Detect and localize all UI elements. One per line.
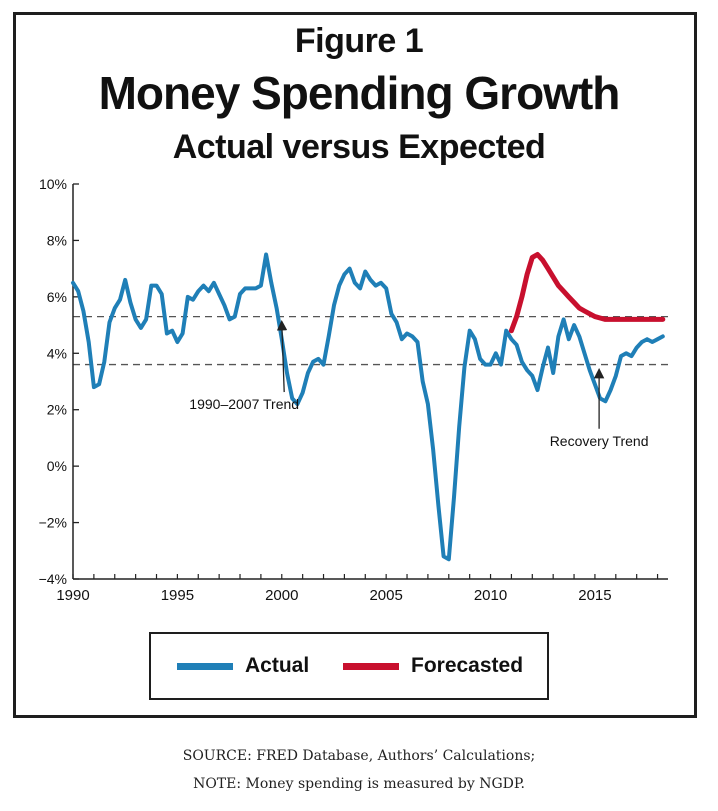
series-line-forecasted [508, 252, 666, 334]
chart-title: Money Spending Growth [98, 67, 621, 119]
chart-subtitle: Actual versus Expected [172, 128, 546, 166]
x-tick-label: 2000 [265, 587, 298, 604]
figure-label: Figure 1 [294, 22, 424, 60]
annotation-arrow-0 [276, 320, 288, 393]
y-tick-label: −4% [39, 571, 67, 587]
y-tick-label: 4% [47, 345, 67, 361]
x-tick-label: 1990 [56, 587, 89, 604]
y-tick-label: 2% [47, 402, 67, 418]
legend-label-actual: Actual [245, 654, 310, 677]
legend-swatch-forecast [343, 662, 399, 670]
annotation-label-1: Recovery Trend [550, 433, 649, 449]
x-tick-label: 1995 [161, 587, 194, 604]
series-line-actual [71, 252, 665, 562]
y-tick-label: 6% [47, 289, 67, 305]
measure-note: NOTE: Money spending is measured by NGDP… [193, 776, 525, 792]
chart-legend: Actual Forecasted [149, 632, 549, 700]
chart-plot: −4% −2% 0% 2% 4% 6% 8% 10% 1990 1995 2000 2005 2010 2… [39, 176, 668, 604]
source-note: SOURCE: FRED Database, Authors’ Calculat… [182, 748, 536, 764]
y-tick-label: 10% [39, 176, 67, 192]
y-tick-label: 0% [47, 458, 67, 474]
x-tick-label: 2010 [474, 587, 507, 604]
x-tick-label: 2015 [578, 587, 611, 604]
y-tick-label: −2% [39, 515, 67, 531]
legend-item-forecast: Forecasted [343, 654, 523, 678]
x-tick-label: 2005 [369, 587, 402, 604]
annotation-label-0: 1990–2007 Trend [189, 396, 299, 412]
legend-label-forecast: Forecasted [411, 654, 524, 677]
y-tick-label: 8% [47, 232, 67, 248]
legend-item-actual: Actual [177, 654, 309, 678]
legend-swatch-actual [177, 662, 233, 670]
